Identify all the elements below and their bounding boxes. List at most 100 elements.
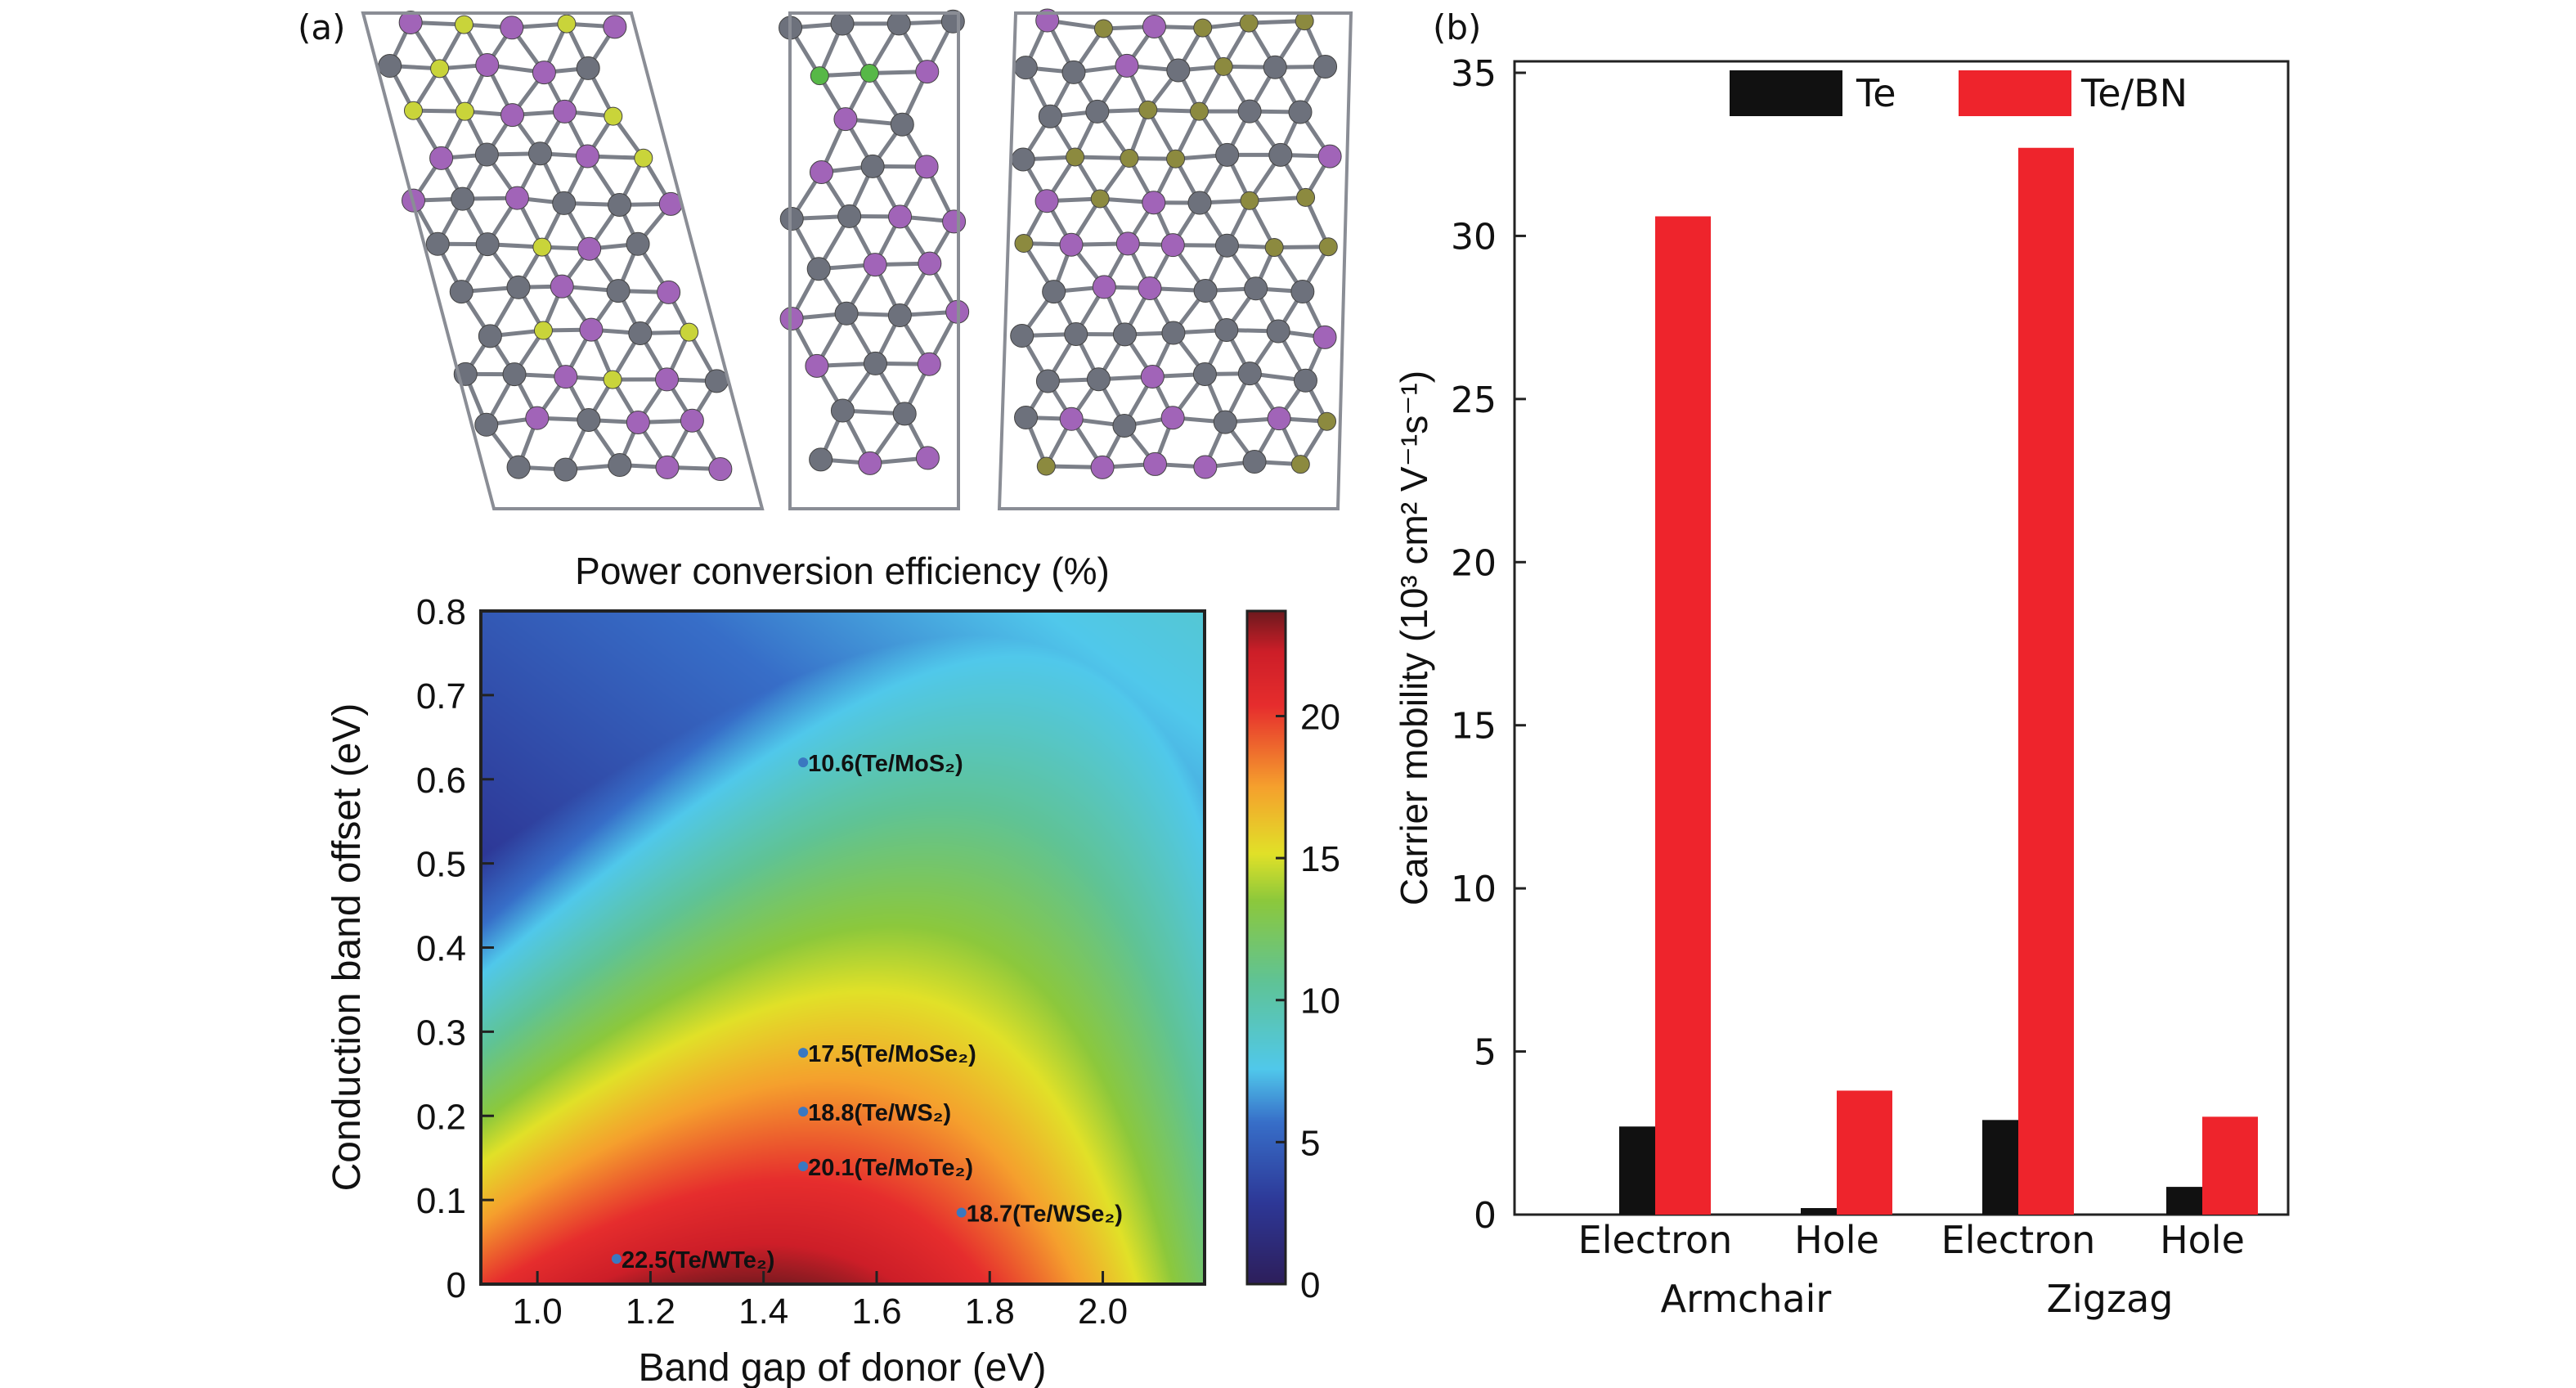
atom: [1013, 56, 1038, 80]
data-point-label: 18.7(Te/WSe₂): [967, 1202, 1123, 1228]
category-label: Hole: [2160, 1218, 2245, 1262]
bar-te-bn: [1837, 1090, 1892, 1215]
y-tick-label: 20: [1451, 542, 1497, 584]
panel-label-b: (b): [1433, 7, 1481, 47]
atom: [833, 107, 858, 132]
atom: [779, 207, 804, 231]
atom: [915, 446, 940, 470]
legend-swatch-te: [1730, 70, 1842, 116]
atom: [860, 154, 885, 178]
atom: [554, 365, 578, 389]
y-tick-label: 35: [1451, 53, 1497, 95]
atom: [506, 455, 531, 479]
y-tick-label: 0: [1474, 1195, 1497, 1237]
atom: [837, 204, 862, 228]
atom: [532, 237, 552, 257]
atom: [1215, 142, 1240, 167]
bar-te-bn: [2202, 1116, 2258, 1215]
atom: [449, 280, 473, 304]
panel-label-a: (a): [298, 7, 346, 47]
atom: [890, 112, 914, 137]
y-tick-label: 0.6: [416, 761, 466, 801]
atom: [779, 307, 804, 331]
atom: [655, 455, 680, 479]
colorbar: [1247, 611, 1286, 1284]
y-tick-label: 0.3: [416, 1013, 466, 1053]
atom: [475, 52, 500, 77]
atom: [830, 398, 855, 423]
atom: [1142, 191, 1166, 215]
data-point: [956, 1207, 967, 1218]
atom: [603, 370, 622, 389]
atom: [1059, 407, 1084, 431]
atom: [1035, 369, 1060, 393]
atom: [1237, 99, 1262, 124]
atom: [1142, 451, 1167, 476]
y-tick-label: 0: [447, 1265, 466, 1305]
atom: [859, 64, 879, 83]
atom: [634, 148, 653, 168]
atom: [917, 352, 941, 376]
unit-cell-outline: [997, 11, 1353, 510]
atom: [579, 317, 604, 342]
atom: [455, 101, 474, 121]
atom: [1085, 99, 1110, 124]
colorbar-frame: [1245, 609, 1287, 1286]
group-label: Armchair: [1661, 1277, 1832, 1321]
atomic-structures: [361, 8, 1353, 510]
atom: [528, 141, 553, 166]
atom: [1036, 456, 1056, 476]
atom: [626, 410, 650, 434]
y-tick-label: 10: [1451, 869, 1497, 910]
atom: [532, 61, 556, 85]
atom: [1290, 455, 1310, 474]
heatmap-frame: [479, 609, 1206, 1286]
atom: [557, 14, 577, 34]
data-point: [798, 757, 809, 768]
unit-cell-outline: [788, 11, 960, 510]
atom: [1034, 189, 1059, 213]
atom: [1092, 275, 1116, 299]
atom: [430, 59, 450, 79]
atom: [886, 11, 911, 36]
atom: [525, 406, 550, 430]
legend-label-te-bn: Te/BN: [2080, 71, 2188, 115]
atom: [608, 453, 632, 478]
y-tick-label: 25: [1451, 380, 1497, 421]
atom: [478, 324, 502, 348]
atom: [1193, 18, 1213, 38]
x-tick-label: 1.2: [626, 1291, 675, 1332]
atom: [1093, 19, 1113, 38]
atom: [1318, 237, 1338, 257]
atom: [1138, 276, 1162, 301]
bar-te-bn: [2018, 147, 2074, 1215]
atom: [604, 106, 623, 126]
x-tick-label: 1.8: [965, 1291, 1015, 1332]
colorbar-tick-label: 20: [1300, 697, 1340, 737]
atom: [550, 274, 574, 299]
atom: [451, 186, 475, 211]
atom: [655, 367, 680, 392]
atom: [506, 275, 531, 299]
y-tick-label: 0.2: [416, 1097, 466, 1137]
y-tick-label: 15: [1451, 706, 1497, 748]
atom: [1011, 147, 1035, 172]
atom: [576, 56, 600, 80]
atom: [608, 192, 632, 217]
heatmap-marks: 1.0 1.2 1.4 1.6 1.8 2.0 0 0.1 0.2 0.3 0.4 0.5 0.6 0.7…: [416, 592, 1340, 1332]
atom: [1090, 455, 1115, 479]
atom: [1193, 455, 1218, 479]
heatmap-ylabel: Conduction band offset (eV): [325, 703, 369, 1192]
x-tick-label: 1.0: [513, 1291, 563, 1332]
category-label: Hole: [1794, 1218, 1879, 1262]
atom: [657, 280, 681, 304]
colorbar-tick-label: 5: [1300, 1123, 1320, 1163]
atom: [680, 408, 704, 433]
atom: [942, 209, 967, 234]
atom: [1160, 406, 1185, 430]
bar-ylabel: Carrier mobility (10³ cm² V⁻¹s⁻¹): [1393, 371, 1435, 905]
category-label: Electron: [1578, 1218, 1733, 1262]
atom: [1240, 191, 1259, 210]
